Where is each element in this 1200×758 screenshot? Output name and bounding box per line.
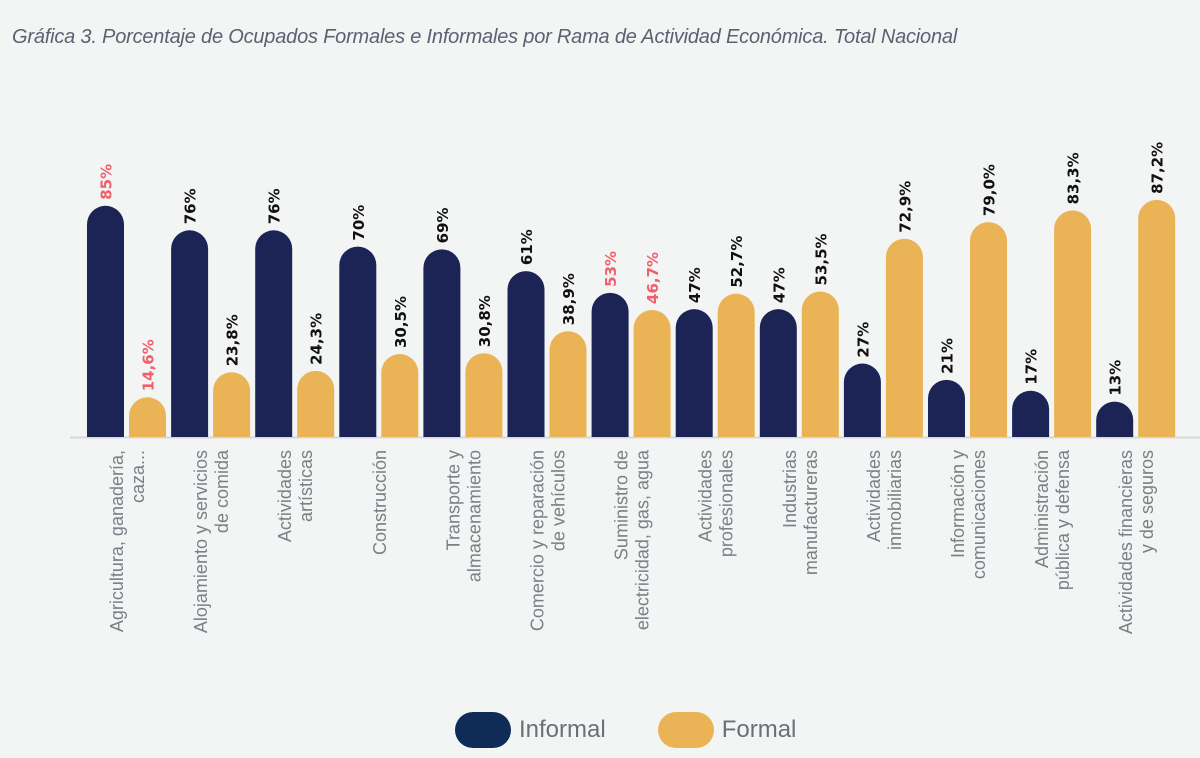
category-label: Actividades inmobiliarias	[864, 450, 905, 550]
data-label: 72,9%	[896, 181, 914, 233]
bar-informal	[843, 363, 881, 437]
category-label-line: Alojamiento y servicios	[191, 450, 211, 633]
category-label-line: artísticas	[296, 450, 316, 522]
data-label: 61%	[518, 229, 536, 265]
category-label-line: Construcción	[370, 450, 390, 555]
category-label-line: Actividades	[864, 450, 884, 542]
data-label: 17%	[1023, 349, 1041, 385]
legend-swatch-formal	[657, 712, 714, 748]
bar-formal	[633, 309, 671, 437]
category-label-line: comunicaciones	[969, 450, 989, 579]
category-label-line: y de seguros	[1137, 450, 1157, 553]
category-label-line: Actividades	[696, 450, 716, 542]
category-label: Suministro de electricidad, gas, agua	[612, 449, 653, 630]
data-label: 46,7%	[644, 252, 662, 304]
legend-item-formal[interactable]: Formal	[657, 712, 797, 748]
data-label: 85%	[98, 164, 116, 200]
data-label: 83,3%	[1065, 152, 1083, 204]
legend-item-informal[interactable]: Informal	[455, 712, 606, 748]
bar-formal	[1054, 210, 1092, 437]
bar-informal	[255, 230, 293, 437]
data-label: 87,2%	[1149, 142, 1167, 194]
data-label: 76%	[182, 188, 200, 224]
category-label-line: Información y	[948, 450, 968, 558]
bar-formal	[970, 222, 1007, 437]
category-label-line: almacenamiento	[464, 450, 484, 582]
data-label: 47%	[686, 267, 704, 303]
bar-informal	[591, 292, 629, 437]
data-label: 27%	[854, 322, 872, 358]
data-label: 23,8%	[224, 314, 242, 366]
category-label-line: Comercio y reparación	[528, 450, 548, 631]
data-label: 21%	[939, 338, 957, 374]
legend: Informal Formal	[455, 712, 848, 748]
bar-informal	[1096, 401, 1134, 437]
category-label-line: Actividades financieras	[1116, 450, 1136, 634]
bar-formal	[297, 370, 335, 437]
category-label: Actividades profesionales	[696, 450, 737, 557]
bar-informal	[339, 246, 377, 437]
category-label-line: pública y defensa	[1053, 449, 1073, 590]
category-label-line: de vehículos	[549, 450, 569, 551]
data-label: 24,3%	[308, 313, 326, 365]
category-label: Alojamiento y servicios de comida	[191, 449, 232, 633]
category-label-line: inmobiliarias	[885, 450, 905, 550]
category-label: Actividades artísticas	[275, 450, 316, 542]
category-label-line: Industrias	[780, 450, 800, 528]
data-label: 13%	[1107, 360, 1125, 396]
category-label-line: electricidad, gas, agua	[633, 449, 653, 630]
bar-informal	[928, 379, 965, 437]
data-label: 70%	[350, 205, 368, 241]
bar-formal	[381, 354, 419, 437]
category-label-line: Actividades	[275, 450, 295, 542]
data-label: 47%	[770, 267, 788, 303]
category-label: Actividades financieras y de seguros	[1116, 450, 1157, 634]
category-label: Administración pública y defensa	[1032, 449, 1073, 590]
data-label: 30,5%	[392, 296, 410, 348]
bar-formal	[717, 293, 755, 437]
data-label: 52,7%	[728, 236, 746, 288]
bar-informal	[759, 309, 797, 437]
bar-informal	[507, 271, 545, 437]
data-label: 14,6%	[140, 339, 158, 391]
bar-formal	[549, 331, 587, 437]
category-label-line: Administración	[1032, 450, 1052, 568]
bar-informal	[171, 230, 209, 437]
category-label-line: Agricultura, ganadería,	[107, 450, 127, 632]
legend-swatch-informal	[455, 712, 511, 748]
legend-label-formal: Formal	[721, 716, 797, 743]
bar-formal	[1138, 199, 1176, 437]
data-label: 76%	[266, 188, 284, 224]
category-label-line: caza...	[128, 450, 148, 503]
category-label-line: profesionales	[717, 450, 737, 557]
category-label-line: Suministro de	[612, 450, 632, 560]
category-label: Agricultura, ganadería, caza...	[107, 450, 148, 632]
category-label-line: Transporte y	[443, 450, 463, 550]
bar-informal	[87, 205, 124, 437]
data-label: 53,5%	[812, 233, 830, 285]
bar-formal	[465, 353, 503, 437]
bar-chart: 85% 14,6% Agricultura, ganadería, caza... 76…	[70, 142, 1200, 634]
bar-formal	[885, 238, 923, 437]
data-label: 69%	[434, 207, 452, 243]
category-label-line: manufactureras	[801, 450, 821, 575]
category-label: Transporte y almacenamiento	[443, 450, 484, 582]
bar-formal	[801, 291, 839, 437]
data-label: 53%	[602, 251, 620, 287]
category-label: Industrias manufactureras	[780, 450, 821, 575]
bar-formal	[129, 397, 166, 437]
chart-title: Gráfica 3. Porcentaje de Ocupados Formal…	[12, 26, 958, 48]
category-label-line: de comida	[212, 449, 232, 533]
bar-informal	[675, 309, 713, 437]
category-label: Información y comunicaciones	[948, 450, 989, 579]
data-label: 38,9%	[560, 273, 578, 325]
bar-formal	[213, 372, 251, 437]
bar-informal	[1012, 390, 1050, 437]
category-label: Construcción	[370, 450, 390, 555]
data-label: 79,0%	[981, 164, 999, 216]
category-label: Comercio y reparación de vehículos	[528, 450, 569, 631]
data-label: 30,8%	[476, 295, 494, 347]
bar-informal	[423, 249, 461, 437]
legend-label-informal: Informal	[519, 716, 606, 743]
